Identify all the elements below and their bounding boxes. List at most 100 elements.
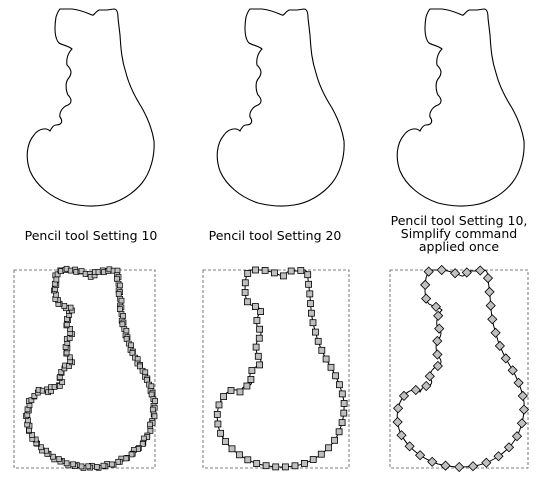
dense-node bbox=[114, 275, 120, 282]
original-shape-2 bbox=[216, 8, 345, 207]
dense-node bbox=[148, 383, 155, 390]
dense-node bbox=[143, 377, 150, 383]
square-node bbox=[256, 361, 264, 369]
square-node bbox=[282, 463, 289, 471]
dense-node bbox=[147, 428, 154, 434]
original-shape-3 bbox=[396, 8, 525, 207]
square-node bbox=[214, 420, 222, 428]
square-node bbox=[322, 355, 330, 363]
diamond-node bbox=[415, 450, 426, 461]
diamond-node bbox=[516, 418, 527, 429]
square-node bbox=[253, 317, 261, 324]
dense-node bbox=[70, 461, 76, 468]
square-node bbox=[262, 462, 270, 470]
dense-node bbox=[29, 432, 35, 438]
dense-node bbox=[123, 327, 130, 334]
square-node bbox=[314, 337, 322, 345]
square-node bbox=[220, 393, 227, 400]
diamond-node bbox=[436, 264, 447, 276]
square-node bbox=[227, 387, 235, 394]
square-node bbox=[300, 460, 308, 467]
diamond-node bbox=[503, 442, 515, 453]
nodes-diamond bbox=[392, 264, 530, 473]
original-shape-1 bbox=[26, 8, 155, 207]
square-node bbox=[318, 346, 326, 354]
diamond-node bbox=[432, 360, 443, 372]
diamond-node bbox=[517, 390, 528, 401]
diamond-node bbox=[500, 353, 511, 364]
dense-node bbox=[148, 391, 155, 398]
caption-simplify: Pencil tool Setting 10, Simplify command… bbox=[372, 214, 546, 253]
square-node bbox=[252, 343, 260, 351]
square-node bbox=[270, 269, 278, 277]
diamond-node bbox=[484, 286, 495, 297]
diamond-node bbox=[507, 365, 518, 376]
diamond-node bbox=[433, 310, 444, 321]
diamond-node bbox=[421, 380, 432, 392]
square-node bbox=[247, 376, 255, 383]
diamond-node bbox=[440, 460, 451, 471]
square-node bbox=[340, 409, 348, 417]
square-node bbox=[253, 460, 261, 467]
dense-node bbox=[128, 342, 134, 349]
square-node bbox=[338, 390, 346, 398]
diamond-node bbox=[518, 404, 530, 415]
square-node bbox=[248, 367, 256, 374]
square-node bbox=[317, 450, 325, 458]
square-node bbox=[306, 290, 314, 298]
dense-node bbox=[115, 291, 122, 297]
square-node bbox=[256, 325, 264, 333]
diamond-node bbox=[404, 441, 415, 452]
dense-node bbox=[152, 398, 158, 404]
square-node bbox=[309, 456, 317, 463]
square-node bbox=[251, 303, 259, 310]
dense-node bbox=[108, 461, 115, 468]
square-node bbox=[215, 401, 223, 409]
node-view-diamond bbox=[389, 264, 530, 473]
square-node bbox=[305, 280, 313, 288]
diamond-node bbox=[423, 266, 434, 277]
diamond-node bbox=[396, 430, 407, 441]
dense-node bbox=[28, 397, 35, 404]
square-node bbox=[228, 445, 236, 453]
square-node bbox=[217, 429, 224, 437]
dense-node bbox=[93, 464, 100, 470]
dense-node bbox=[61, 303, 68, 309]
dense-node bbox=[78, 463, 85, 470]
diamond-node bbox=[454, 461, 465, 473]
square-node bbox=[332, 372, 339, 380]
dense-node bbox=[147, 421, 153, 428]
diamond-node bbox=[421, 293, 432, 304]
diamond-node bbox=[485, 300, 496, 311]
dense-node bbox=[118, 297, 125, 304]
dense-node bbox=[123, 336, 130, 342]
dense-node bbox=[119, 321, 126, 328]
dense-node bbox=[139, 441, 146, 447]
bounding-box bbox=[13, 269, 156, 469]
diamond-node bbox=[392, 416, 403, 428]
caption-line: Pencil tool Setting 10, bbox=[390, 213, 528, 228]
square-node bbox=[309, 319, 317, 327]
square-node bbox=[327, 363, 335, 371]
square-node bbox=[241, 279, 249, 287]
square-node bbox=[311, 328, 319, 336]
dense-node bbox=[151, 413, 158, 420]
dense-node bbox=[115, 458, 122, 465]
dense-node bbox=[117, 306, 123, 313]
diamond-node bbox=[410, 384, 421, 396]
square-node bbox=[307, 300, 314, 307]
diamond-node bbox=[432, 349, 443, 360]
caption-setting-20: Pencil tool Setting 20 bbox=[184, 229, 366, 242]
square-node bbox=[331, 436, 338, 444]
dense-node bbox=[53, 276, 60, 283]
square-node bbox=[338, 419, 346, 426]
square-node bbox=[244, 270, 252, 277]
dense-node bbox=[50, 453, 56, 460]
square-node bbox=[236, 451, 243, 459]
dense-node bbox=[129, 350, 136, 356]
dense-node bbox=[85, 463, 92, 470]
nodes-dense bbox=[23, 265, 158, 471]
dense-node bbox=[38, 444, 44, 451]
square-node bbox=[243, 382, 251, 390]
